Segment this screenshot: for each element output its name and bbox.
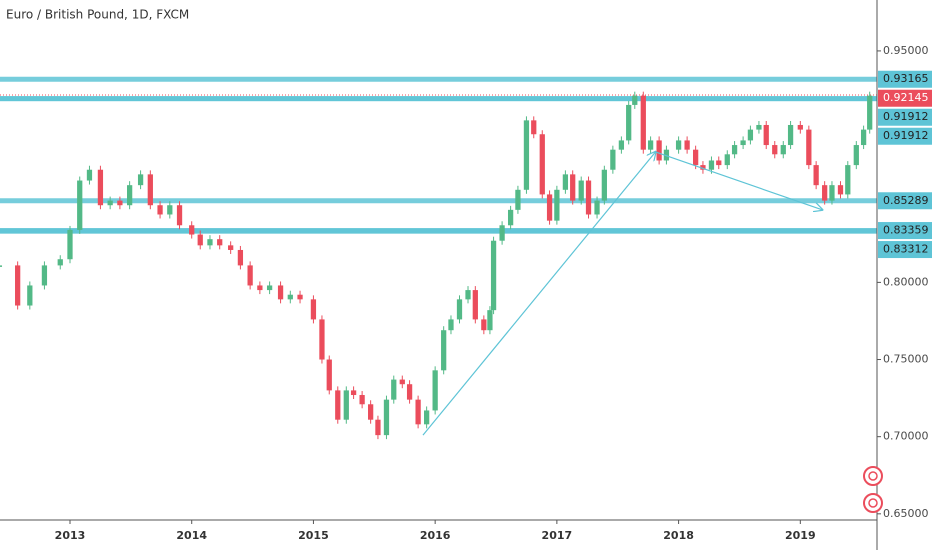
x-tick-label: 2019 — [785, 529, 816, 542]
y-tick-label: 0.95000 — [883, 44, 929, 57]
price-label: 0.85289 — [883, 194, 929, 207]
price-label: 0.83312 — [883, 243, 929, 256]
y-tick-label: 0.75000 — [883, 353, 929, 366]
icon-ring — [863, 493, 883, 513]
trendline — [422, 152, 655, 436]
price-label-box — [878, 192, 932, 210]
candle — [0, 265, 3, 267]
price-label: 0.93165 — [883, 72, 929, 85]
icon-ring — [863, 466, 883, 486]
y-tick-label: 0.65000 — [883, 507, 929, 520]
price-label-box — [878, 70, 932, 88]
price-label-box — [878, 108, 932, 126]
price-label-box — [878, 241, 932, 259]
price-label: 0.92145 — [883, 91, 929, 104]
price-label: 0.91912 — [883, 129, 929, 142]
price-label-box — [878, 222, 932, 240]
icon-core — [868, 471, 878, 481]
price-label-box — [878, 127, 932, 145]
y-tick-label: 0.70000 — [883, 430, 929, 443]
x-tick-label: 2014 — [176, 529, 207, 542]
plot-area — [0, 76, 877, 440]
x-tick-label: 2017 — [542, 529, 573, 542]
x-tick-label: 2016 — [420, 529, 451, 542]
icon-core — [868, 498, 878, 508]
y-tick-label: 0.80000 — [883, 275, 929, 288]
alert-icon[interactable] — [863, 493, 883, 513]
price-label: 0.83359 — [883, 224, 929, 237]
alert-icon[interactable] — [863, 466, 883, 486]
x-tick-label: 2018 — [663, 529, 694, 542]
price-label-box — [878, 89, 932, 107]
x-tick-label: 2015 — [298, 529, 329, 542]
trendline — [655, 151, 822, 210]
x-tick-label: 2013 — [55, 529, 86, 542]
chart-title: Euro / British Pound, 1D, FXCM — [6, 8, 189, 22]
price-label: 0.91912 — [883, 110, 929, 123]
